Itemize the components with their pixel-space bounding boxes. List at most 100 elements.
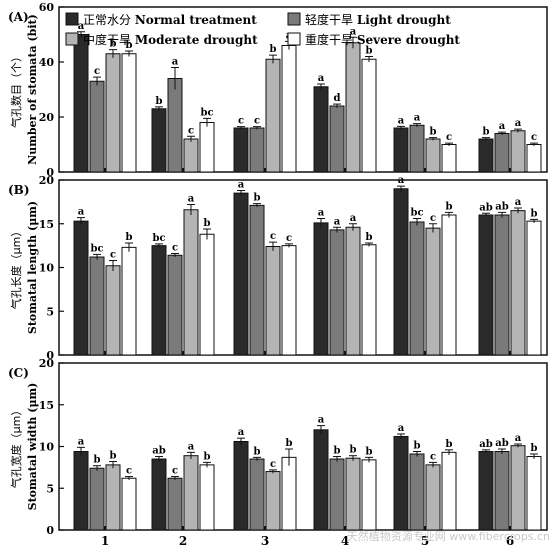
significance-letter: a	[398, 115, 405, 126]
bar	[151, 245, 167, 356]
legend-label: 重度干旱 Severe drought	[305, 32, 460, 47]
bar	[233, 440, 249, 531]
plot-frame	[58, 6, 548, 173]
significance-letter: c	[446, 132, 452, 143]
significance-letter: ab	[152, 446, 165, 457]
significance-letter: b	[254, 446, 261, 457]
legend-swatch	[65, 12, 79, 26]
significance-letter: c	[94, 66, 100, 77]
bar	[441, 144, 457, 173]
significance-letter: a	[78, 21, 85, 32]
bar	[183, 455, 199, 531]
bar	[478, 214, 494, 356]
significance-letter: b	[483, 127, 490, 138]
bar	[526, 456, 542, 531]
panel-2: 0 5 10 15 20 (B) 气孔长度（μm） Stomatal length (μm) a…	[8, 174, 548, 362]
significance-letter: c	[531, 132, 537, 143]
x-tick-label: 4	[341, 534, 349, 548]
y-axis-label-en: Number of stomata (bit)	[26, 14, 39, 165]
bar	[425, 464, 441, 531]
significance-letter: c	[254, 116, 260, 127]
bar	[425, 227, 441, 356]
bar	[526, 144, 542, 173]
significance-letter: b	[204, 218, 211, 229]
significance-letter: a	[318, 208, 325, 219]
significance-letter: a	[238, 180, 245, 191]
bar	[313, 222, 329, 356]
bar	[361, 58, 377, 173]
significance-letter: b	[366, 446, 373, 457]
significance-letter: b	[254, 193, 261, 204]
significance-letter: c	[270, 231, 276, 242]
bar	[233, 192, 249, 356]
bar	[281, 456, 297, 531]
legend-label-en: Light drought	[357, 13, 451, 27]
bar	[510, 445, 526, 531]
bar	[313, 86, 329, 173]
bar	[478, 451, 494, 531]
significance-letter: c	[270, 459, 276, 470]
bar	[89, 256, 105, 356]
y-tick-label: 5	[46, 305, 54, 318]
significance-letter: b	[430, 127, 437, 138]
significance-letter: a	[350, 213, 357, 224]
significance-letter: b	[126, 232, 133, 243]
significance-letter: a	[188, 441, 195, 452]
significance-letter: b	[156, 96, 163, 107]
significance-letter: a	[398, 175, 405, 186]
significance-letter: a	[188, 194, 195, 205]
significance-letter: a	[350, 26, 357, 37]
x-tick-label: 1	[101, 534, 109, 548]
bar	[441, 451, 457, 531]
legend: 正常水分 Normal treatment 轻度干旱 Light drought 中…	[65, 12, 460, 47]
legend-item: 重度干旱 Severe drought	[287, 32, 460, 47]
bar	[281, 245, 297, 356]
significance-letter: b	[94, 455, 101, 466]
bar	[183, 138, 199, 173]
bar	[105, 265, 121, 356]
legend-label-en: Severe drought	[357, 33, 461, 47]
y-tick-label: 20	[39, 111, 55, 124]
significance-letter: b	[531, 443, 538, 454]
significance-letter: ab	[479, 202, 492, 213]
bar	[265, 471, 281, 531]
significance-letter: ab	[495, 438, 508, 449]
bar	[329, 458, 345, 531]
significance-letter: b	[286, 438, 293, 449]
watermark-text: 天然植物资源专业网 www.fibercrops.cn	[346, 530, 550, 543]
bar	[121, 53, 137, 173]
significance-letter: c	[430, 451, 436, 462]
significance-letter: b	[414, 441, 421, 452]
significance-letter: b	[366, 46, 373, 57]
x-tick-label: 5	[421, 534, 429, 548]
bar	[151, 458, 167, 531]
legend-label-cn: 重度干旱	[305, 32, 357, 47]
significance-letter: b	[446, 439, 453, 450]
x-tick-label: 2	[179, 534, 187, 548]
panel-label: (A)	[8, 10, 29, 24]
significance-letter: a	[515, 433, 522, 444]
significance-letter: ab	[479, 439, 492, 450]
panel-label: (B)	[8, 183, 30, 197]
bar	[526, 220, 542, 356]
significance-letter: c	[172, 243, 178, 254]
bar	[73, 220, 89, 356]
bar	[329, 229, 345, 356]
bar	[393, 188, 409, 356]
significance-letter: b	[350, 445, 357, 456]
bar	[249, 127, 265, 173]
bar	[121, 246, 137, 356]
bar	[393, 435, 409, 531]
significance-letter: bc	[90, 243, 103, 254]
y-axis-label-en: Stomatal width (μm)	[26, 383, 39, 511]
y-axis-label-cn: 气孔数目（个）	[9, 51, 23, 128]
y-tick-label: 5	[46, 482, 54, 495]
significance-letter: ab	[495, 201, 508, 212]
legend-label-en: Moderate drought	[135, 33, 258, 47]
bar	[494, 214, 510, 356]
bar	[345, 457, 361, 531]
significance-letter: b	[366, 232, 373, 243]
significance-letter: a	[238, 427, 245, 438]
legend-label-cn: 轻度干旱	[305, 12, 357, 27]
significance-letter: b	[270, 44, 277, 55]
